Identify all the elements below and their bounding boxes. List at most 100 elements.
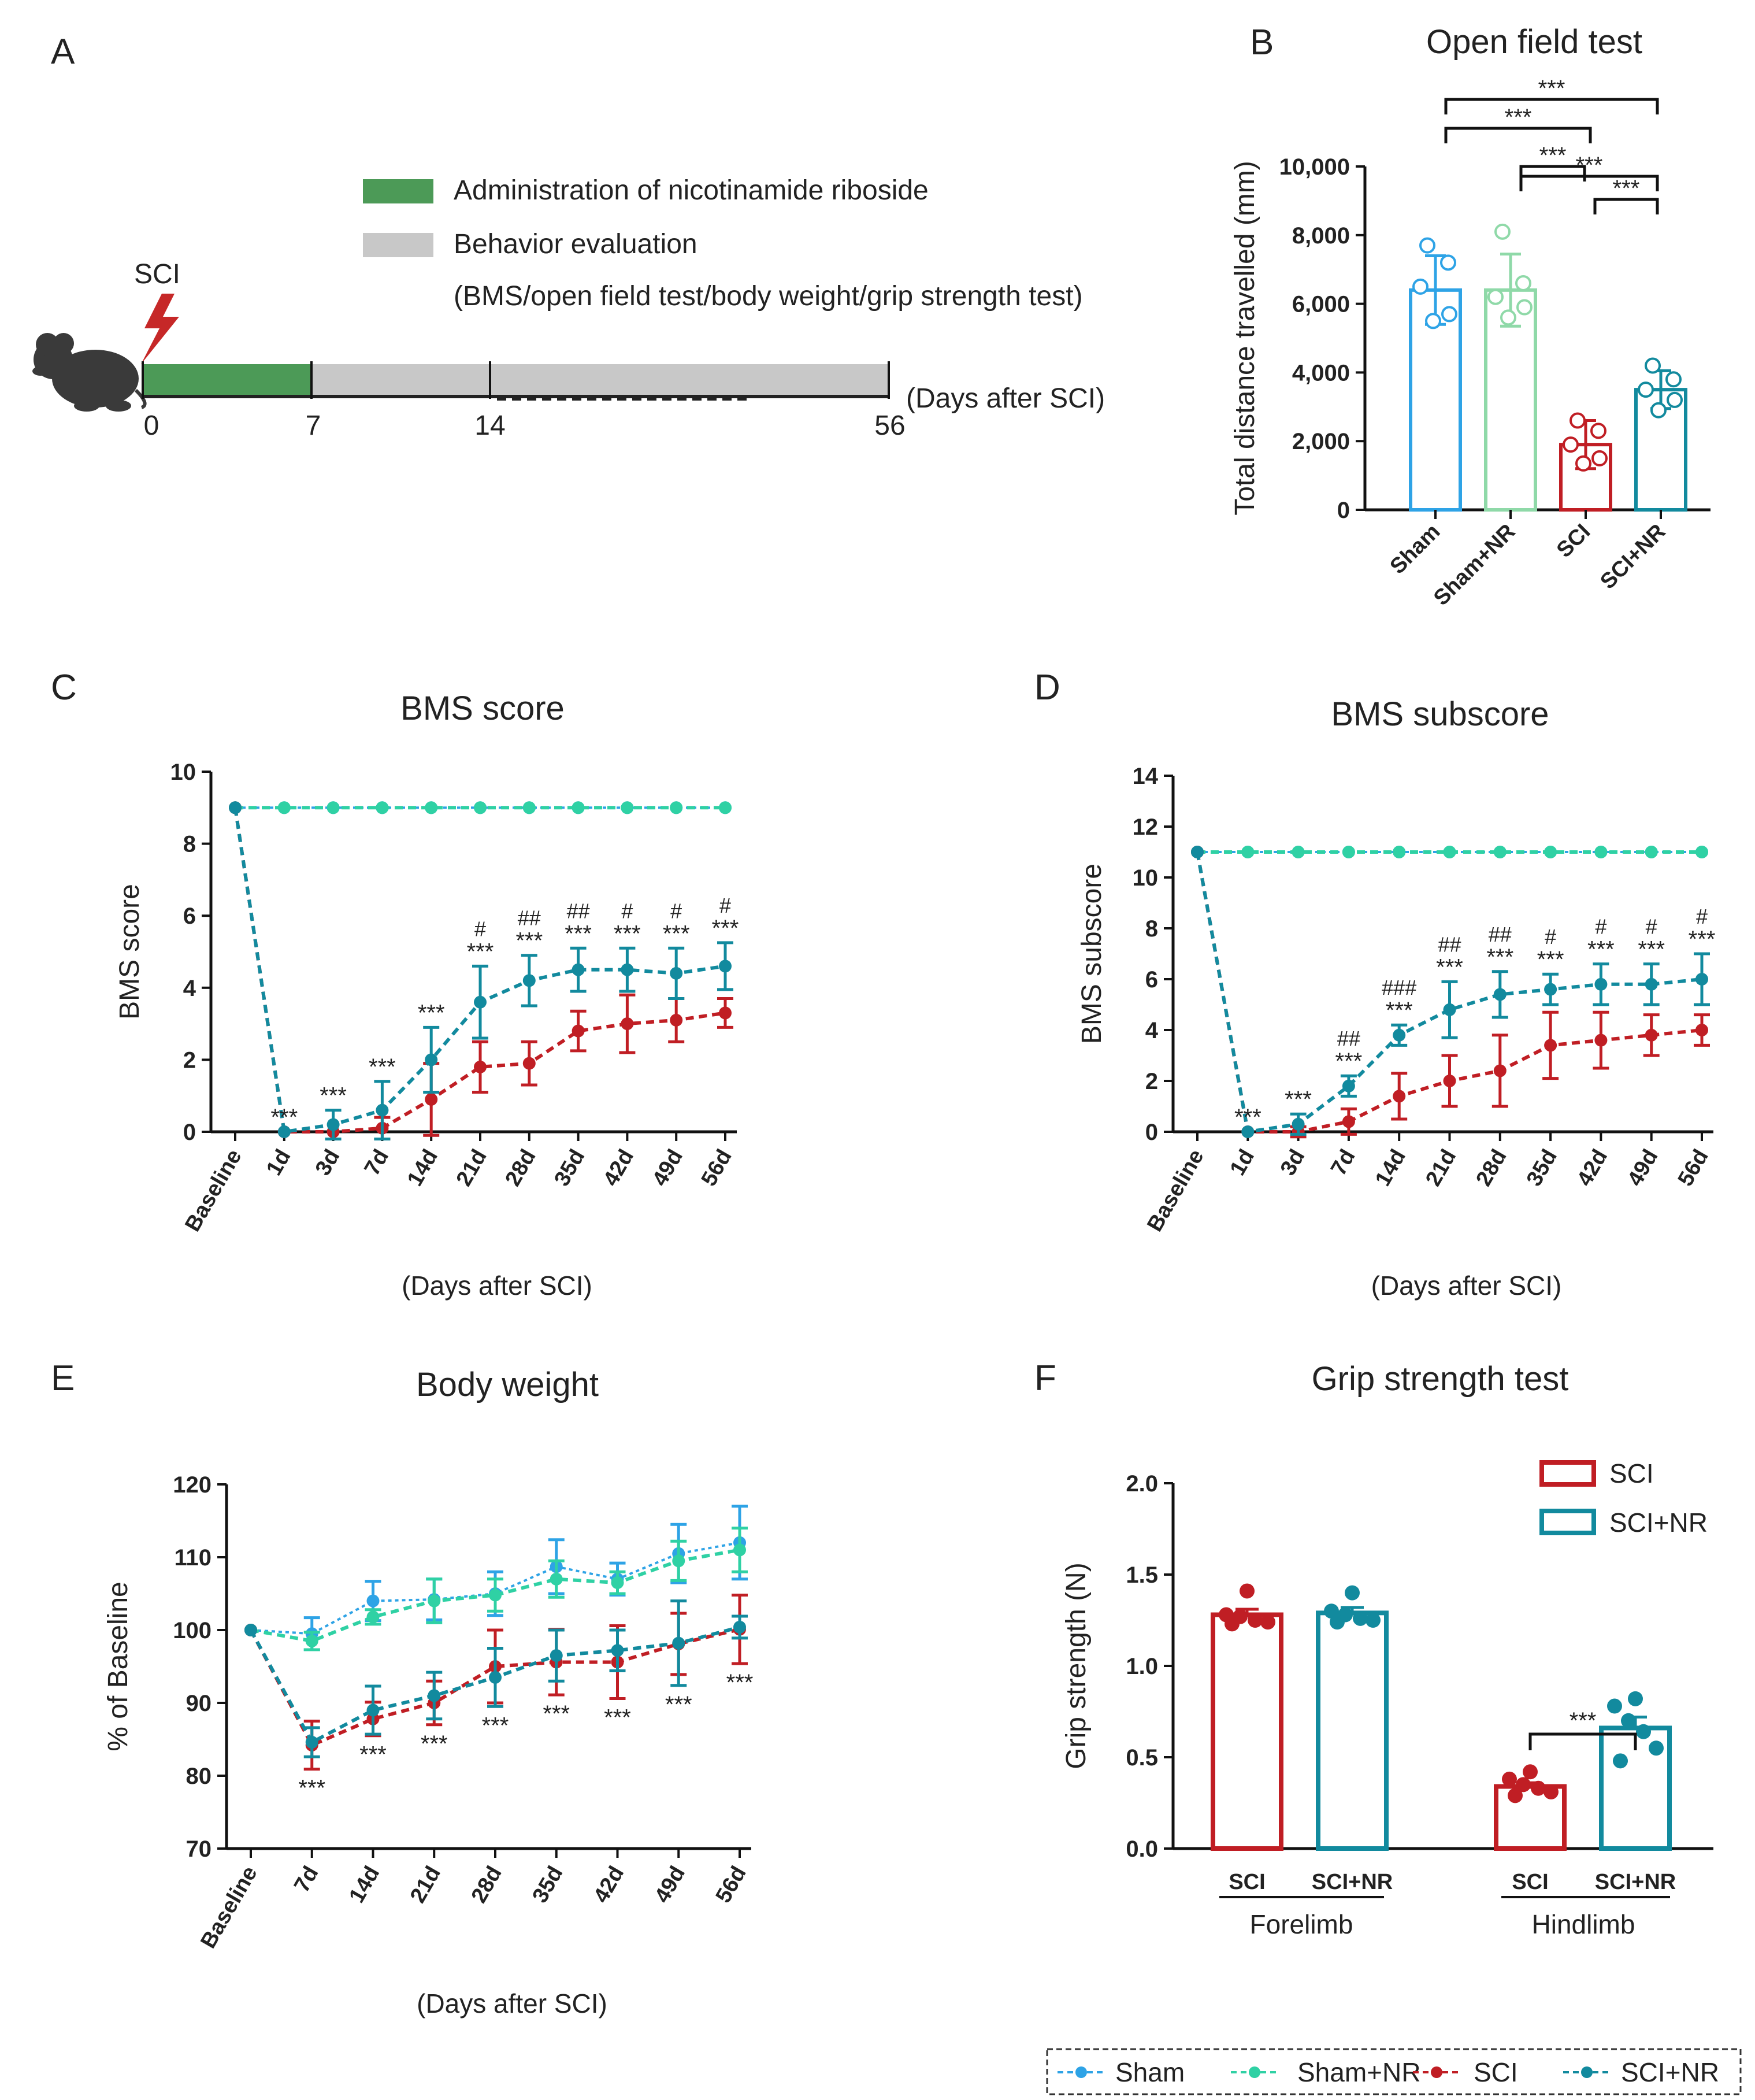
significance-stars: *** — [359, 1742, 387, 1768]
chart-d-title: BMS subscore — [1331, 695, 1549, 733]
data-point — [1412, 278, 1429, 295]
data-point-sham-nr — [1241, 846, 1255, 858]
chart-e-ytick-label: 70 — [186, 1836, 212, 1862]
significance-hash: ## — [518, 906, 541, 930]
legend-label-sci: SCI — [1609, 1458, 1654, 1488]
xtick-label: Baseline — [1142, 1146, 1209, 1236]
data-point — [1441, 306, 1457, 323]
legend-swatch-admin — [363, 179, 433, 203]
significance-stars: *** — [1638, 937, 1665, 962]
data-point — [1570, 412, 1586, 429]
data-point-sci-nr — [1443, 1003, 1456, 1016]
significance-stars: *** — [1234, 1105, 1261, 1130]
data-point-sham-nr — [1292, 846, 1305, 858]
data-point-sci-nr — [425, 1053, 438, 1066]
chart-e-y-axis-label: % of Baseline — [103, 1582, 133, 1751]
data-point — [1440, 254, 1456, 271]
legend-marker-sham — [1075, 2066, 1087, 2078]
significance-stars: *** — [604, 1705, 631, 1730]
chart-e-ytick-label: 100 — [173, 1618, 212, 1643]
data-point — [1502, 1771, 1517, 1787]
series-line-sham-nr — [250, 1548, 740, 1643]
data-point-sci-nr — [1393, 1028, 1406, 1042]
data-point-sci-nr — [305, 1736, 318, 1749]
data-point-sci — [1342, 1115, 1355, 1128]
chart-c-ytick-label: 4 — [183, 976, 196, 1001]
legend-marker-sham-nr — [1249, 2066, 1260, 2078]
data-point — [1225, 1616, 1240, 1632]
data-point-sci-nr — [621, 963, 634, 976]
data-point-sci — [719, 1006, 732, 1020]
significance-label: *** — [1538, 76, 1565, 101]
timeline-axis-label: (Days after SCI) — [906, 383, 1105, 414]
data-point — [1667, 391, 1683, 408]
data-point — [1590, 423, 1606, 439]
data-point — [1366, 1613, 1381, 1628]
data-point — [1500, 309, 1516, 326]
xtick-label: 28d — [500, 1146, 540, 1191]
chart-b-xtick-label: SCI — [1552, 520, 1596, 563]
panel-label-b: B — [1250, 23, 1274, 62]
chart-d-ytick-label: 4 — [1145, 1018, 1159, 1043]
significance-stars: *** — [320, 1083, 347, 1109]
data-point-sham — [366, 1594, 380, 1608]
significance-bracket — [1444, 98, 1659, 114]
significance-bracket — [1528, 1732, 1637, 1750]
significance-stars: *** — [663, 921, 690, 946]
significance-hash: ## — [567, 899, 590, 923]
data-point-sci-nr — [611, 1644, 624, 1657]
significance-hash: # — [670, 899, 682, 923]
xtick-label: 1d — [262, 1146, 296, 1180]
significance-label: *** — [1570, 1708, 1597, 1734]
legend-swatch-sci — [1539, 1460, 1596, 1487]
xtick-label: 35d — [528, 1862, 567, 1908]
significance-stars: *** — [1689, 927, 1716, 952]
xtick-label: 49d — [650, 1862, 690, 1908]
bar-label: SCI — [1229, 1870, 1265, 1894]
data-point-sham-nr — [719, 801, 732, 814]
data-point — [1240, 1583, 1255, 1599]
data-point — [1636, 1724, 1651, 1739]
data-point-sham-nr — [1342, 846, 1355, 858]
data-point — [1591, 450, 1608, 466]
data-point-sham-nr — [277, 801, 291, 814]
data-point-sci-nr — [376, 1103, 389, 1117]
significance-hash: # — [1646, 915, 1657, 939]
chart-c-ytick-label: 8 — [183, 832, 196, 857]
data-point — [1665, 371, 1682, 388]
chart-f-y-axis-label: Grip strength (N) — [1061, 1562, 1092, 1769]
chart-b-xtick-label: Sham — [1385, 520, 1445, 579]
chart-b-ytick-label: 4,000 — [1292, 360, 1350, 386]
data-point-sham-nr — [670, 801, 683, 814]
chart-b-ytick-label: 8,000 — [1292, 223, 1350, 249]
data-point — [1353, 1610, 1368, 1626]
chart-d-ytick-label: 2 — [1145, 1069, 1158, 1094]
legend-label-sci: SCI — [1474, 2057, 1518, 2087]
chart-b-xtick-label: Sham+NR — [1429, 520, 1520, 610]
data-point-sci — [1393, 1090, 1406, 1103]
x-axis-label: (Days after SCI) — [417, 1988, 607, 2018]
xtick-label: 1d — [1226, 1146, 1260, 1180]
data-point-sham-nr — [1393, 846, 1406, 858]
data-point-sham-nr — [326, 801, 340, 814]
series-line-sci — [233, 807, 726, 1134]
data-point — [1645, 357, 1661, 374]
data-point-sci-nr — [1342, 1079, 1355, 1092]
bar-label: SCI+NR — [1312, 1870, 1393, 1894]
chart-f-ytick-label: 2.0 — [1126, 1471, 1158, 1497]
data-point-sham-nr — [376, 801, 389, 814]
significance-hash: ## — [1489, 923, 1512, 946]
significance-hash: # — [719, 894, 731, 917]
significance-stars: *** — [1386, 998, 1413, 1023]
significance-stars: *** — [1486, 945, 1513, 970]
data-point-sci-nr — [1695, 973, 1708, 986]
data-point-sham-nr — [611, 1576, 624, 1590]
chart-b-xtick-label: SCI+NR — [1596, 520, 1670, 594]
data-point-sci — [474, 1060, 487, 1073]
panel-label-a: A — [51, 32, 75, 72]
xtick-label: 42d — [589, 1862, 629, 1908]
mouse-icon — [32, 333, 147, 412]
xtick-label: 3d — [311, 1146, 345, 1180]
panel-label-d: D — [1034, 668, 1060, 708]
chart-d-ytick-label: 8 — [1145, 916, 1158, 942]
